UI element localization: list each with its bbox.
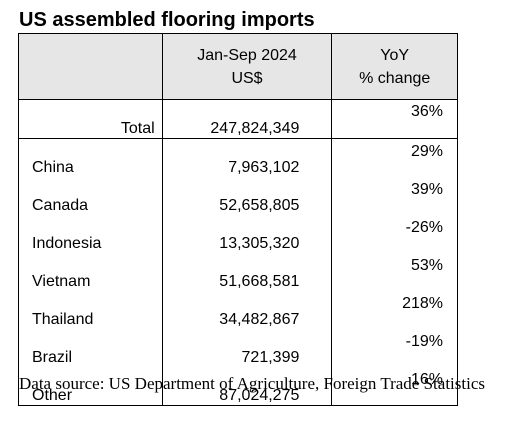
- header-yoy-label: YoY: [380, 46, 410, 64]
- country-change: 218%: [331, 291, 458, 329]
- country-change: 29%: [331, 138, 458, 177]
- country-value: 51,668,581: [161, 253, 333, 291]
- country-change: -26%: [331, 215, 458, 253]
- country-name: Thailand: [18, 291, 163, 329]
- table-row: Brazil 721,399 -19%: [18, 329, 458, 367]
- total-change: 36%: [331, 99, 458, 139]
- country-change: 53%: [331, 253, 458, 291]
- table-row: Indonesia 13,305,320 -26%: [18, 215, 458, 253]
- country-value: 721,399: [161, 329, 333, 367]
- header-pct-label: % change: [359, 69, 431, 87]
- country-value: 34,482,867: [161, 291, 333, 329]
- page-title: US assembled flooring imports: [19, 9, 315, 31]
- header-change-cell: YoY % change: [331, 33, 458, 100]
- header-currency-label: US$: [231, 69, 263, 87]
- country-value: 87,024,275: [161, 367, 333, 406]
- data-source-note: Data source: US Department of Agricultur…: [19, 374, 485, 393]
- table-row: Vietnam 51,668,581 53%: [18, 253, 458, 291]
- header-blank-cell: [18, 33, 163, 100]
- table-row: Thailand 34,482,867 218%: [18, 291, 458, 329]
- table-row: China 7,963,102 29%: [18, 138, 458, 177]
- country-name: Canada: [18, 177, 163, 215]
- country-value: 13,305,320: [161, 215, 333, 253]
- total-label: Total: [18, 99, 163, 139]
- country-change: 39%: [331, 177, 458, 215]
- country-name: China: [18, 138, 163, 177]
- total-value: 247,824,349: [161, 99, 333, 139]
- country-name: Other: [18, 367, 163, 406]
- country-name: Vietnam: [18, 253, 163, 291]
- table-header-row: Jan-Sep 2024 US$ YoY % change: [18, 33, 458, 100]
- country-value: 7,963,102: [161, 138, 333, 177]
- imports-table: Jan-Sep 2024 US$ YoY % change Total 247,…: [18, 33, 458, 406]
- country-name: Brazil: [18, 329, 163, 367]
- table-row: Canada 52,658,805 39%: [18, 177, 458, 215]
- country-change: 16%: [331, 367, 458, 406]
- total-row: Total 247,824,349 36%: [18, 99, 458, 139]
- country-name: Indonesia: [18, 215, 163, 253]
- header-value-cell: Jan-Sep 2024 US$: [161, 33, 333, 100]
- country-value: 52,658,805: [161, 177, 333, 215]
- header-period-label: Jan-Sep 2024: [197, 46, 297, 64]
- table-row: Other 87,024,275 16%: [18, 367, 458, 406]
- country-change: -19%: [331, 329, 458, 367]
